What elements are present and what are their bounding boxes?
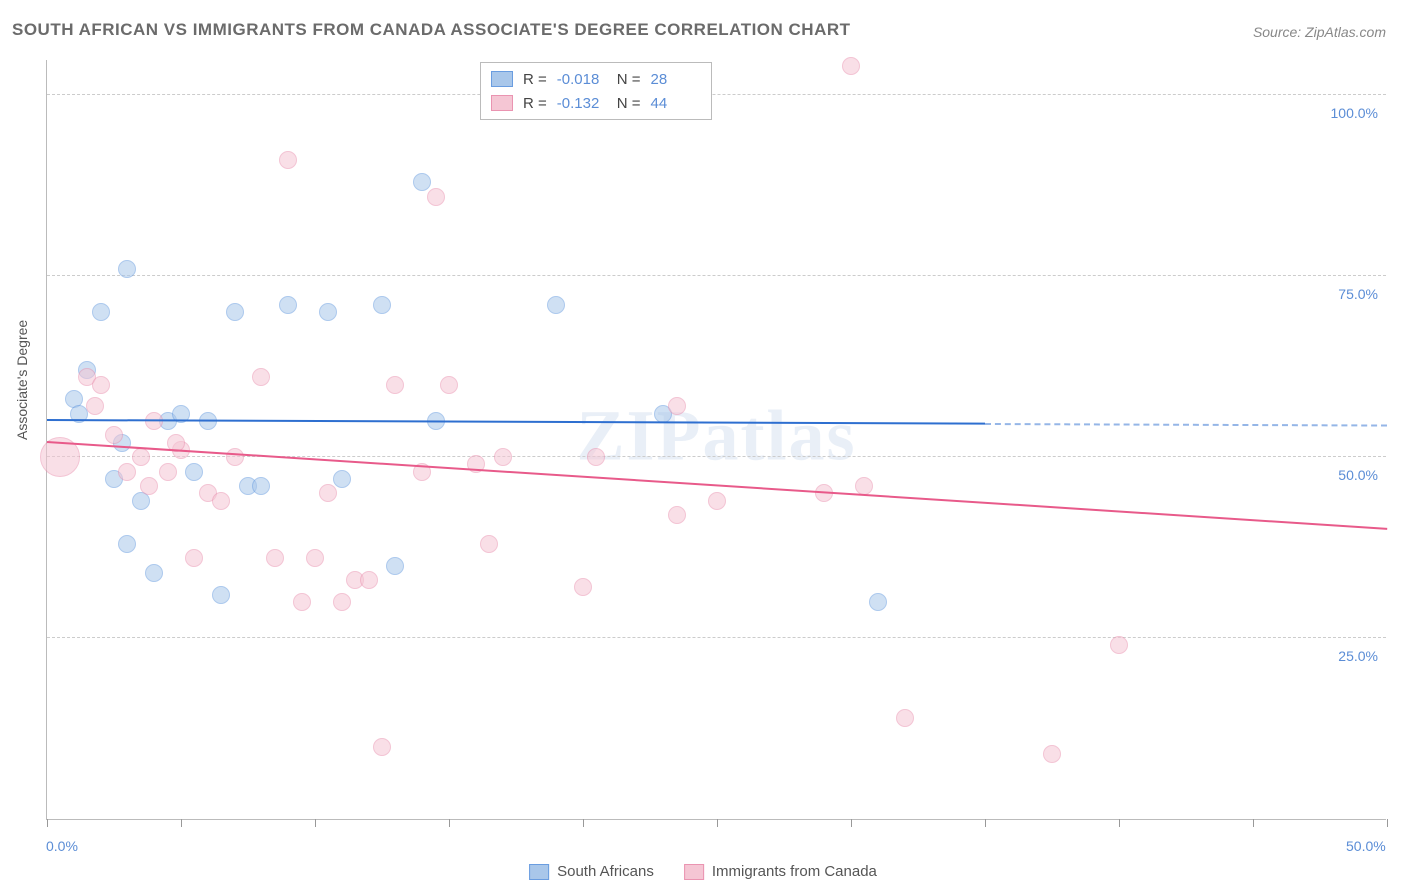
n-label: N = — [617, 71, 641, 88]
data-point — [132, 448, 150, 466]
x-tick — [583, 819, 584, 827]
trend-line-dashed — [985, 423, 1387, 427]
y-tick-label: 100.0% — [1331, 105, 1378, 121]
watermark: ZIPatlas — [576, 394, 856, 477]
x-tick-label: 0.0% — [46, 838, 78, 854]
data-point — [574, 578, 592, 596]
legend-swatch — [491, 71, 513, 87]
y-tick-label: 50.0% — [1338, 467, 1378, 483]
x-tick — [851, 819, 852, 827]
data-point — [212, 586, 230, 604]
data-point — [226, 303, 244, 321]
legend-swatch — [684, 864, 704, 880]
plot-area: ZIPatlas 25.0% 50.0% 75.0% 100.0% — [46, 60, 1386, 820]
r-label: R = — [523, 71, 547, 88]
data-point — [547, 296, 565, 314]
legend-label: Immigrants from Canada — [712, 863, 877, 880]
data-point — [92, 376, 110, 394]
gridline — [47, 456, 1386, 457]
data-point — [1110, 636, 1128, 654]
data-point — [140, 477, 158, 495]
y-axis-title: Associate's Degree — [14, 320, 30, 440]
data-point — [1043, 745, 1061, 763]
legend-stats-row: R = -0.132 N = 44 — [491, 91, 701, 115]
x-tick — [449, 819, 450, 827]
gridline — [47, 94, 1386, 95]
data-point — [668, 506, 686, 524]
legend-swatch — [529, 864, 549, 880]
data-point — [118, 535, 136, 553]
r-value: -0.132 — [557, 95, 607, 112]
n-value: 44 — [651, 95, 701, 112]
data-point — [279, 151, 297, 169]
legend-stats: R = -0.018 N = 28 R = -0.132 N = 44 — [480, 62, 712, 120]
x-tick — [717, 819, 718, 827]
data-point — [145, 564, 163, 582]
data-point — [480, 535, 498, 553]
legend-label: South Africans — [557, 863, 654, 880]
n-value: 28 — [651, 71, 701, 88]
data-point — [386, 557, 404, 575]
data-point — [252, 368, 270, 386]
data-point — [266, 549, 284, 567]
legend-item: Immigrants from Canada — [684, 863, 877, 880]
data-point — [293, 593, 311, 611]
y-tick-label: 25.0% — [1338, 648, 1378, 664]
data-point — [373, 296, 391, 314]
data-point — [159, 463, 177, 481]
data-point — [587, 448, 605, 466]
data-point — [494, 448, 512, 466]
trend-line — [47, 419, 985, 425]
data-point — [92, 303, 110, 321]
data-point — [185, 549, 203, 567]
data-point — [855, 477, 873, 495]
r-label: R = — [523, 95, 547, 112]
legend-series: South Africans Immigrants from Canada — [529, 863, 877, 880]
data-point — [118, 463, 136, 481]
data-point — [319, 303, 337, 321]
data-point — [842, 57, 860, 75]
n-label: N = — [617, 95, 641, 112]
x-tick — [47, 819, 48, 827]
x-tick — [181, 819, 182, 827]
data-point — [440, 376, 458, 394]
gridline — [47, 637, 1386, 638]
legend-stats-row: R = -0.018 N = 28 — [491, 67, 701, 91]
source-label: Source: ZipAtlas.com — [1253, 24, 1386, 40]
y-tick-label: 75.0% — [1338, 286, 1378, 302]
x-tick — [315, 819, 316, 827]
data-point — [118, 260, 136, 278]
data-point — [252, 477, 270, 495]
legend-swatch — [491, 95, 513, 111]
chart-title: SOUTH AFRICAN VS IMMIGRANTS FROM CANADA … — [12, 20, 851, 40]
data-point — [279, 296, 297, 314]
x-tick — [1119, 819, 1120, 827]
data-point — [333, 470, 351, 488]
data-point — [427, 188, 445, 206]
data-point — [333, 593, 351, 611]
gridline — [47, 275, 1386, 276]
legend-item: South Africans — [529, 863, 654, 880]
data-point — [212, 492, 230, 510]
data-point — [226, 448, 244, 466]
x-tick — [1387, 819, 1388, 827]
data-point — [105, 426, 123, 444]
data-point — [86, 397, 104, 415]
data-point — [869, 593, 887, 611]
data-point — [360, 571, 378, 589]
x-tick — [985, 819, 986, 827]
data-point — [668, 397, 686, 415]
data-point — [373, 738, 391, 756]
data-point — [386, 376, 404, 394]
x-tick-label: 50.0% — [1346, 838, 1386, 854]
data-point — [708, 492, 726, 510]
data-point — [413, 173, 431, 191]
data-point — [306, 549, 324, 567]
data-point — [319, 484, 337, 502]
x-tick — [1253, 819, 1254, 827]
r-value: -0.018 — [557, 71, 607, 88]
data-point — [185, 463, 203, 481]
data-point — [896, 709, 914, 727]
